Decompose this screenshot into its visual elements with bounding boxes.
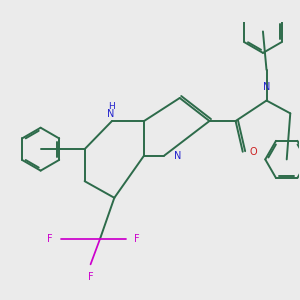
Text: O: O <box>249 147 257 157</box>
Text: N: N <box>174 151 182 160</box>
Text: F: F <box>47 234 52 244</box>
Text: H: H <box>108 102 115 111</box>
Text: F: F <box>134 234 140 244</box>
Text: N: N <box>107 110 115 119</box>
Text: N: N <box>263 82 270 92</box>
Text: F: F <box>88 272 93 282</box>
